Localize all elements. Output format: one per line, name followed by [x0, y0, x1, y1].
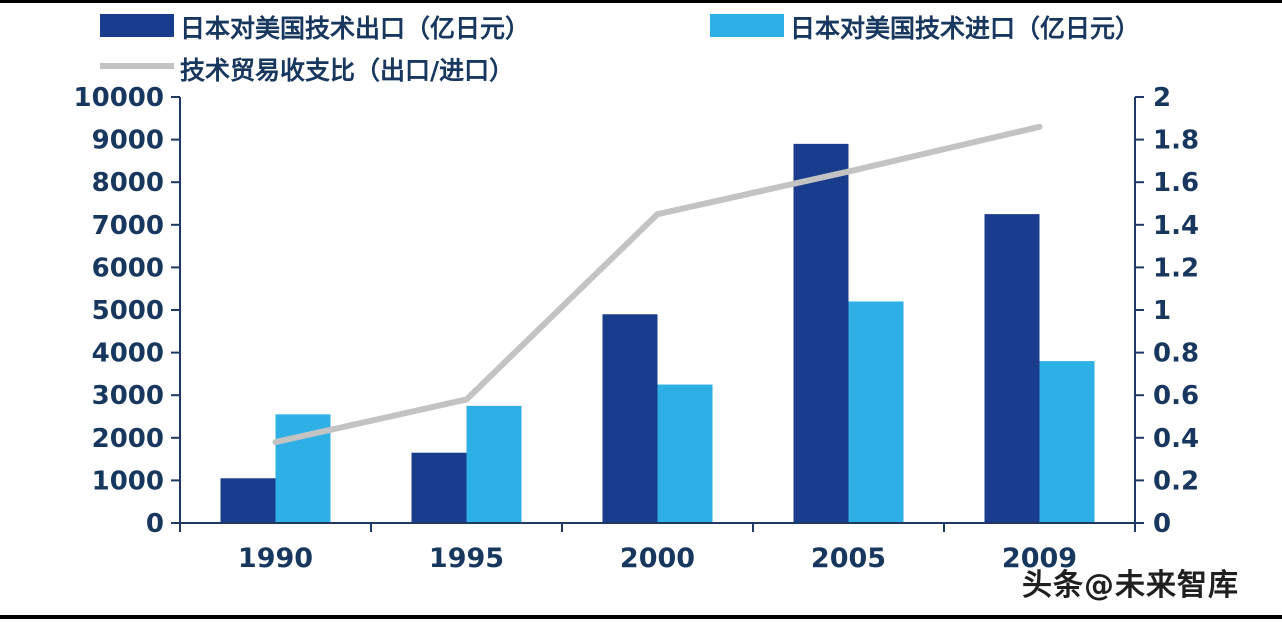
left-axis-tick-label: 1000 — [92, 466, 164, 496]
right-axis-tick-label: 0 — [1153, 509, 1171, 539]
right-axis-tick-label: 1.4 — [1153, 211, 1199, 241]
import-legend-label: 日本对美国技术进口（亿日元） — [790, 14, 1141, 43]
export-legend-swatch-icon — [100, 14, 174, 37]
right-axis-tick-label: 0.8 — [1153, 339, 1199, 369]
left-axis-tick-label: 0 — [146, 509, 164, 539]
import-bar — [1039, 361, 1095, 523]
left-axis-tick-label: 5000 — [92, 296, 164, 326]
export-bar — [411, 452, 467, 523]
x-axis-category-label: 2009 — [1002, 543, 1077, 574]
export-legend-label: 日本对美国技术出口（亿日元） — [180, 14, 531, 43]
import-bar — [657, 384, 713, 523]
x-axis-category-label: 1990 — [238, 543, 313, 574]
left-axis-tick-label: 6000 — [92, 253, 164, 283]
left-axis-tick-label: 7000 — [92, 211, 164, 241]
ratio-legend-label: 技术贸易收支比（出口/进口） — [180, 56, 515, 85]
right-axis-tick-label: 0.2 — [1153, 466, 1199, 496]
x-axis-category-label: 1995 — [429, 543, 504, 574]
watermark: 头条@未来智库 — [1022, 568, 1239, 603]
import-legend-swatch-icon — [710, 14, 784, 37]
top-rule — [0, 0, 1282, 3]
export-bar — [793, 143, 849, 524]
right-axis-tick-label: 0.4 — [1153, 424, 1199, 454]
left-axis-tick-label: 2000 — [92, 424, 164, 454]
export-bar — [602, 314, 658, 523]
import-bar — [848, 301, 904, 523]
right-axis-tick-label: 1.8 — [1153, 126, 1199, 156]
bottom-rule — [0, 615, 1282, 619]
right-axis-tick-label: 1.2 — [1153, 253, 1199, 283]
export-bar — [220, 478, 276, 523]
left-axis-tick-label: 10000 — [74, 83, 164, 113]
right-axis-tick-label: 2 — [1153, 83, 1171, 113]
left-axis-tick-label: 4000 — [92, 339, 164, 369]
export-bar — [984, 214, 1040, 523]
right-axis-tick-label: 1 — [1153, 296, 1171, 326]
left-axis-tick-label: 3000 — [92, 381, 164, 411]
import-bar — [466, 405, 522, 523]
ratio-line — [272, 123, 1043, 446]
right-axis-tick-label: 0.6 — [1153, 381, 1199, 411]
ratio-legend-line-icon — [100, 63, 174, 69]
x-axis-category-label: 2005 — [811, 543, 886, 574]
right-axis-tick-label: 1.6 — [1153, 168, 1199, 198]
left-axis-tick-label: 9000 — [92, 126, 164, 156]
left-axis-tick-label: 8000 — [92, 168, 164, 198]
x-axis-category-label: 2000 — [620, 543, 695, 574]
